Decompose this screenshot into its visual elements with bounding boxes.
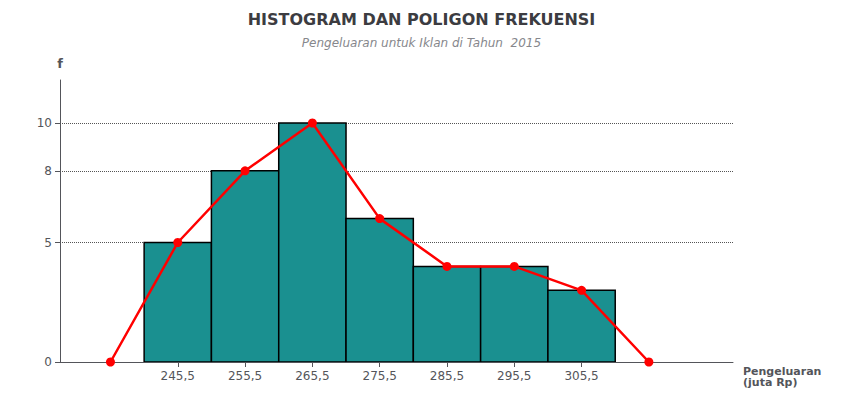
svg-text:295,5: 295,5: [497, 369, 531, 383]
svg-text:275,5: 275,5: [362, 369, 396, 383]
svg-text:305,5: 305,5: [564, 369, 598, 383]
svg-text:255,5: 255,5: [228, 369, 262, 383]
svg-text:f: f: [57, 56, 63, 71]
svg-text:8: 8: [44, 164, 52, 178]
svg-text:10: 10: [37, 116, 52, 130]
svg-text:245,5: 245,5: [161, 369, 195, 383]
svg-text:HISTOGRAM DAN POLIGON FREKUENS: HISTOGRAM DAN POLIGON FREKUENSI: [248, 10, 596, 29]
svg-text:Pengeluaran: Pengeluaran: [743, 365, 822, 378]
svg-text:285,5: 285,5: [430, 369, 464, 383]
svg-text:5: 5: [44, 236, 52, 250]
svg-text:0: 0: [44, 355, 52, 369]
svg-text:(juta Rp): (juta Rp): [743, 376, 798, 389]
svg-text:Pengeluaran untuk Iklan di Tah: Pengeluaran untuk Iklan di Tahun 2015: [302, 36, 541, 50]
svg-text:265,5: 265,5: [295, 369, 329, 383]
